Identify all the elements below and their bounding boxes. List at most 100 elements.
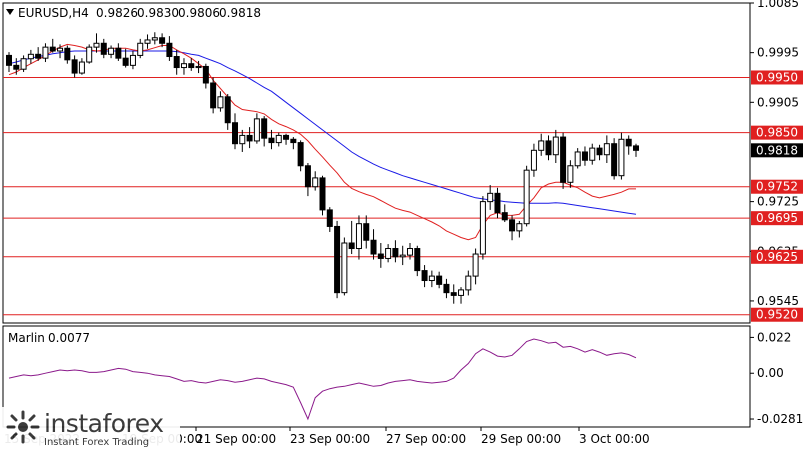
candle-body [6,54,12,66]
candle-body [509,219,516,232]
candle-body [545,140,552,156]
candle-body [137,42,144,56]
candle-body [611,143,618,177]
candle-body [217,96,224,109]
price-tick-label: 1.0085 [757,0,799,10]
candle-body [180,63,187,69]
candle-body [450,292,457,296]
candle-body [428,275,435,282]
candle-body [64,47,71,61]
oscillator-line [8,338,637,421]
candle-body [472,253,479,277]
watermark-logo: instaforex Instant Forex Trading [0,407,180,452]
oscillator-axis: 0.022 0.00 -0.0281 [750,330,803,426]
candle-body [304,165,311,188]
candle-body [596,147,603,156]
candle-body [494,192,501,214]
instaforex-logo-icon [6,410,40,444]
candle-body [458,289,465,296]
candle-body [406,248,413,256]
price-tick-label: 0.9995 [757,46,799,60]
current-price-bg [751,143,803,158]
level-label: 0.9625 [756,250,798,264]
candle-body [246,134,253,142]
candle-body [516,223,523,232]
ohlc-close: 0.9818 [219,6,261,20]
candle-body [479,201,486,255]
candle-body [436,275,443,285]
candle-body [195,65,202,69]
candle-body [290,138,297,144]
price-tick-label: 0.9725 [757,195,799,209]
candle-body [355,223,362,250]
candle-body [334,225,341,294]
candle-body [27,53,34,60]
level-label-bg [751,211,803,226]
candle-body [57,47,64,52]
candle-body [173,56,180,69]
candle-body [348,242,355,250]
time-tick-label: 27 Sep 00:00 [386,432,466,446]
candle-body [202,65,209,84]
candle-body [443,283,450,294]
candle-body [144,39,151,44]
candle-body [377,253,384,259]
candle-body [71,59,78,74]
price-tick-label: 0.9905 [757,95,799,109]
oscillator-value: 0.0077 [48,331,90,345]
level-label: 0.9752 [756,180,798,194]
ohlc-high: 0.9830 [137,6,179,20]
candle-body [166,42,173,58]
ohlc-low: 0.9806 [178,6,220,20]
candle-body [93,42,100,48]
candle-body [86,46,93,63]
candle-body [523,169,530,225]
candle-body [319,177,326,211]
candle-body [20,58,27,70]
candles [6,32,639,304]
candle-body [618,138,625,177]
candle-body [574,151,581,167]
candle-body [115,47,122,59]
candle-body [633,145,639,151]
collapse-triangle-icon[interactable] [6,9,14,15]
oscillator [8,338,637,421]
time-tick-label: 23 Sep 00:00 [290,432,370,446]
watermark-tagline: Instant Forex Trading [44,437,150,448]
symbol-label: EURUSD,H4 [18,6,89,20]
candle-body [129,54,136,66]
time-tick-label: 29 Sep 00:00 [481,432,561,446]
candle-body [530,149,537,171]
oscillator-name: Marlin [8,331,45,345]
watermark-brand: instaforex [44,409,164,438]
level-label-bg [751,125,803,140]
candle-body [421,270,428,282]
candle-body [567,165,574,183]
candle-body [210,82,217,109]
candle-body [188,63,195,69]
candle-body [326,209,333,227]
candle-body [297,142,304,167]
ohlc-open: 0.9826 [96,6,138,20]
candle-body [239,134,246,145]
oscillator-tick-label: 0.022 [757,330,791,344]
level-label-bg [751,70,803,85]
candle-body [501,212,508,221]
level-label: 0.9950 [756,70,798,84]
candle-body [42,46,49,59]
price-axis: 1.00850.99950.99050.97250.96350.95450.99… [750,0,803,322]
candle-body [487,192,494,203]
candle-body [603,143,610,156]
candle-body [385,248,392,259]
time-tick-label: 21 Sep 00:00 [196,432,276,446]
candle-body [414,248,421,272]
candle-body [589,147,596,161]
candle-body [341,242,348,294]
candle-body [159,37,166,44]
time-tick-label: 3 Oct 00:00 [579,432,650,446]
candle-body [253,118,260,142]
candle-body [283,134,290,140]
candle-body [261,118,268,139]
candle-body [363,223,370,241]
